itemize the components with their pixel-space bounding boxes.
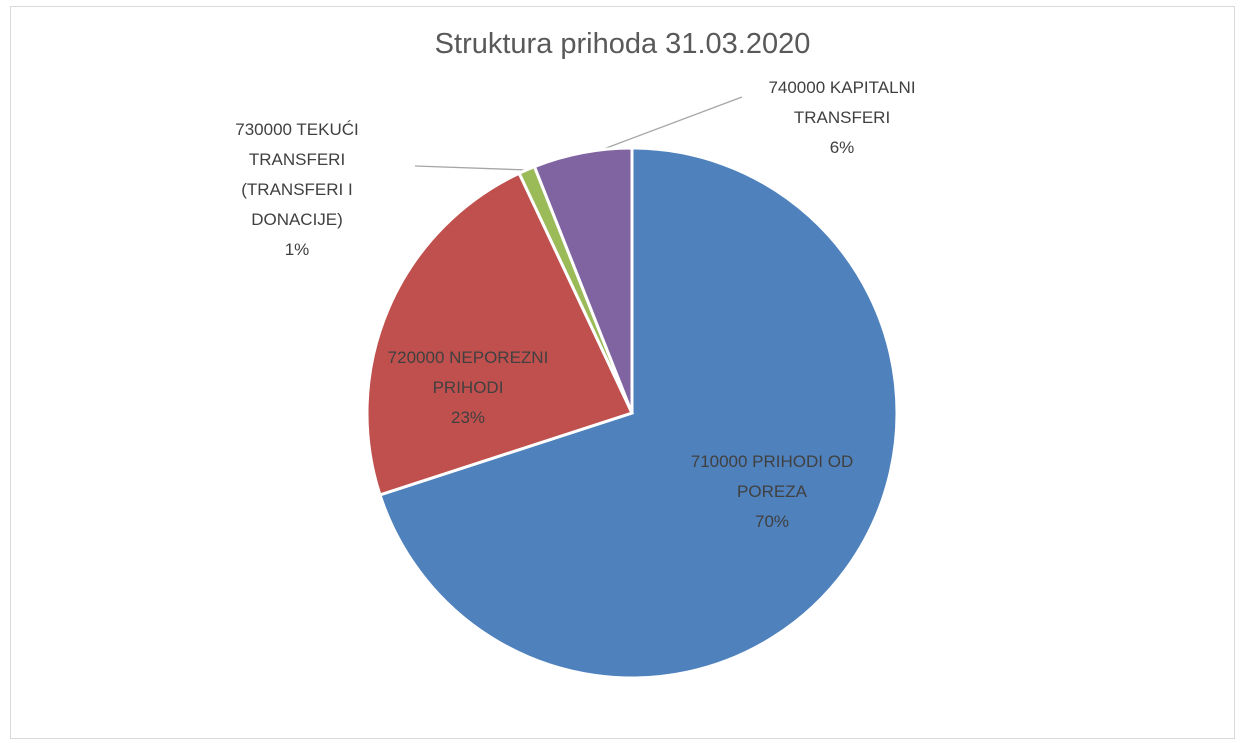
category-label: 740000 KAPITALNI TRANSFERI: [768, 78, 916, 127]
data-label: 720000 NEPOREZNI PRIHODI 23%: [378, 343, 558, 433]
leader-line: [414, 165, 529, 171]
data-label: 740000 KAPITALNI TRANSFERI 6%: [752, 73, 932, 163]
pie-slice: [532, 146, 634, 414]
category-label: 710000 PRIHODI OD POREZA: [690, 452, 854, 501]
category-label: 720000 NEPOREZNI PRIHODI: [387, 348, 549, 397]
data-label: 710000 PRIHODI OD POREZA 70%: [672, 447, 872, 537]
chart-title: Struktura prihoda 31.03.2020: [434, 28, 811, 60]
percent-label: 6%: [829, 138, 855, 157]
chart-frame: [10, 6, 1235, 739]
pie-slice: [378, 146, 899, 680]
pie-slice: [365, 171, 635, 497]
percent-label: 70%: [754, 512, 790, 531]
data-label: 730000 TEKUĆI TRANSFERI (TRANSFERI I DON…: [197, 115, 397, 265]
category-label: 730000 TEKUĆI TRANSFERI (TRANSFERI I DON…: [235, 120, 359, 229]
percent-label: 23%: [450, 408, 486, 427]
percent-label: 1%: [284, 240, 310, 259]
